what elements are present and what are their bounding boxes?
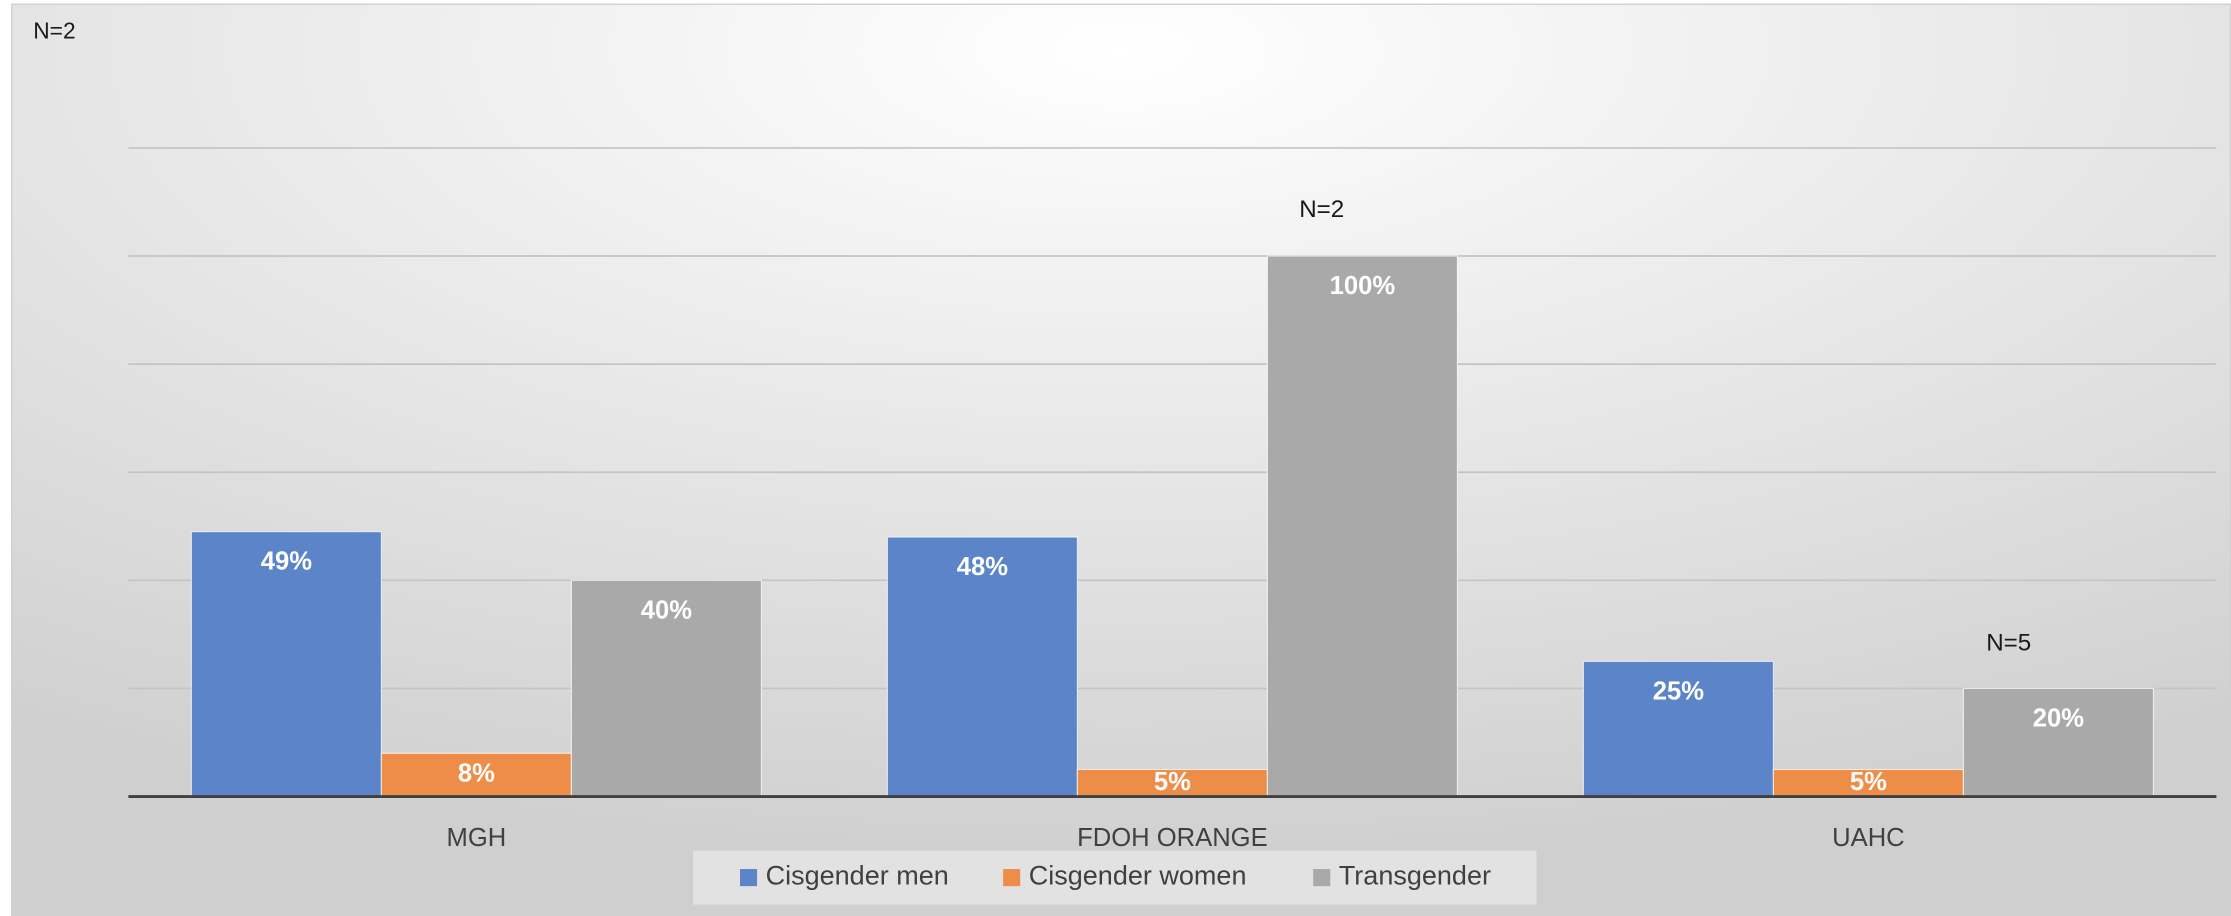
data-label: 48% xyxy=(957,553,1008,581)
data-label: 49% xyxy=(261,548,312,576)
bar xyxy=(570,579,762,798)
legend-box xyxy=(693,850,1537,905)
data-label: 5% xyxy=(1850,768,1887,796)
legend-swatch xyxy=(1313,869,1331,887)
data-label: 5% xyxy=(1154,768,1191,796)
legend-label: Transgender xyxy=(1339,861,1491,891)
bar xyxy=(1772,768,1964,798)
legend-label: Cisgender men xyxy=(766,861,949,891)
bar xyxy=(190,531,382,798)
legend-label: Cisgender women xyxy=(1029,861,1247,891)
annotation: N=2 xyxy=(33,18,75,44)
bar xyxy=(1582,660,1774,798)
bar xyxy=(886,536,1078,798)
data-label: 25% xyxy=(1653,677,1704,705)
data-label: 8% xyxy=(458,760,495,788)
data-label: 20% xyxy=(2033,704,2084,732)
data-label: 100% xyxy=(1330,272,1396,300)
annotation: N=2 xyxy=(1299,196,1344,223)
bar xyxy=(1266,255,1458,798)
legend-swatch xyxy=(739,869,758,887)
legend-swatch xyxy=(1003,869,1021,887)
x-tick-label: UAHC xyxy=(1832,824,1905,852)
annotation: N=5 xyxy=(1986,630,2031,657)
bar xyxy=(1962,687,2154,798)
x-tick-label: MGH xyxy=(447,824,507,852)
data-label: 40% xyxy=(641,596,692,624)
x-tick-label: FDOH ORANGE xyxy=(1077,824,1268,852)
